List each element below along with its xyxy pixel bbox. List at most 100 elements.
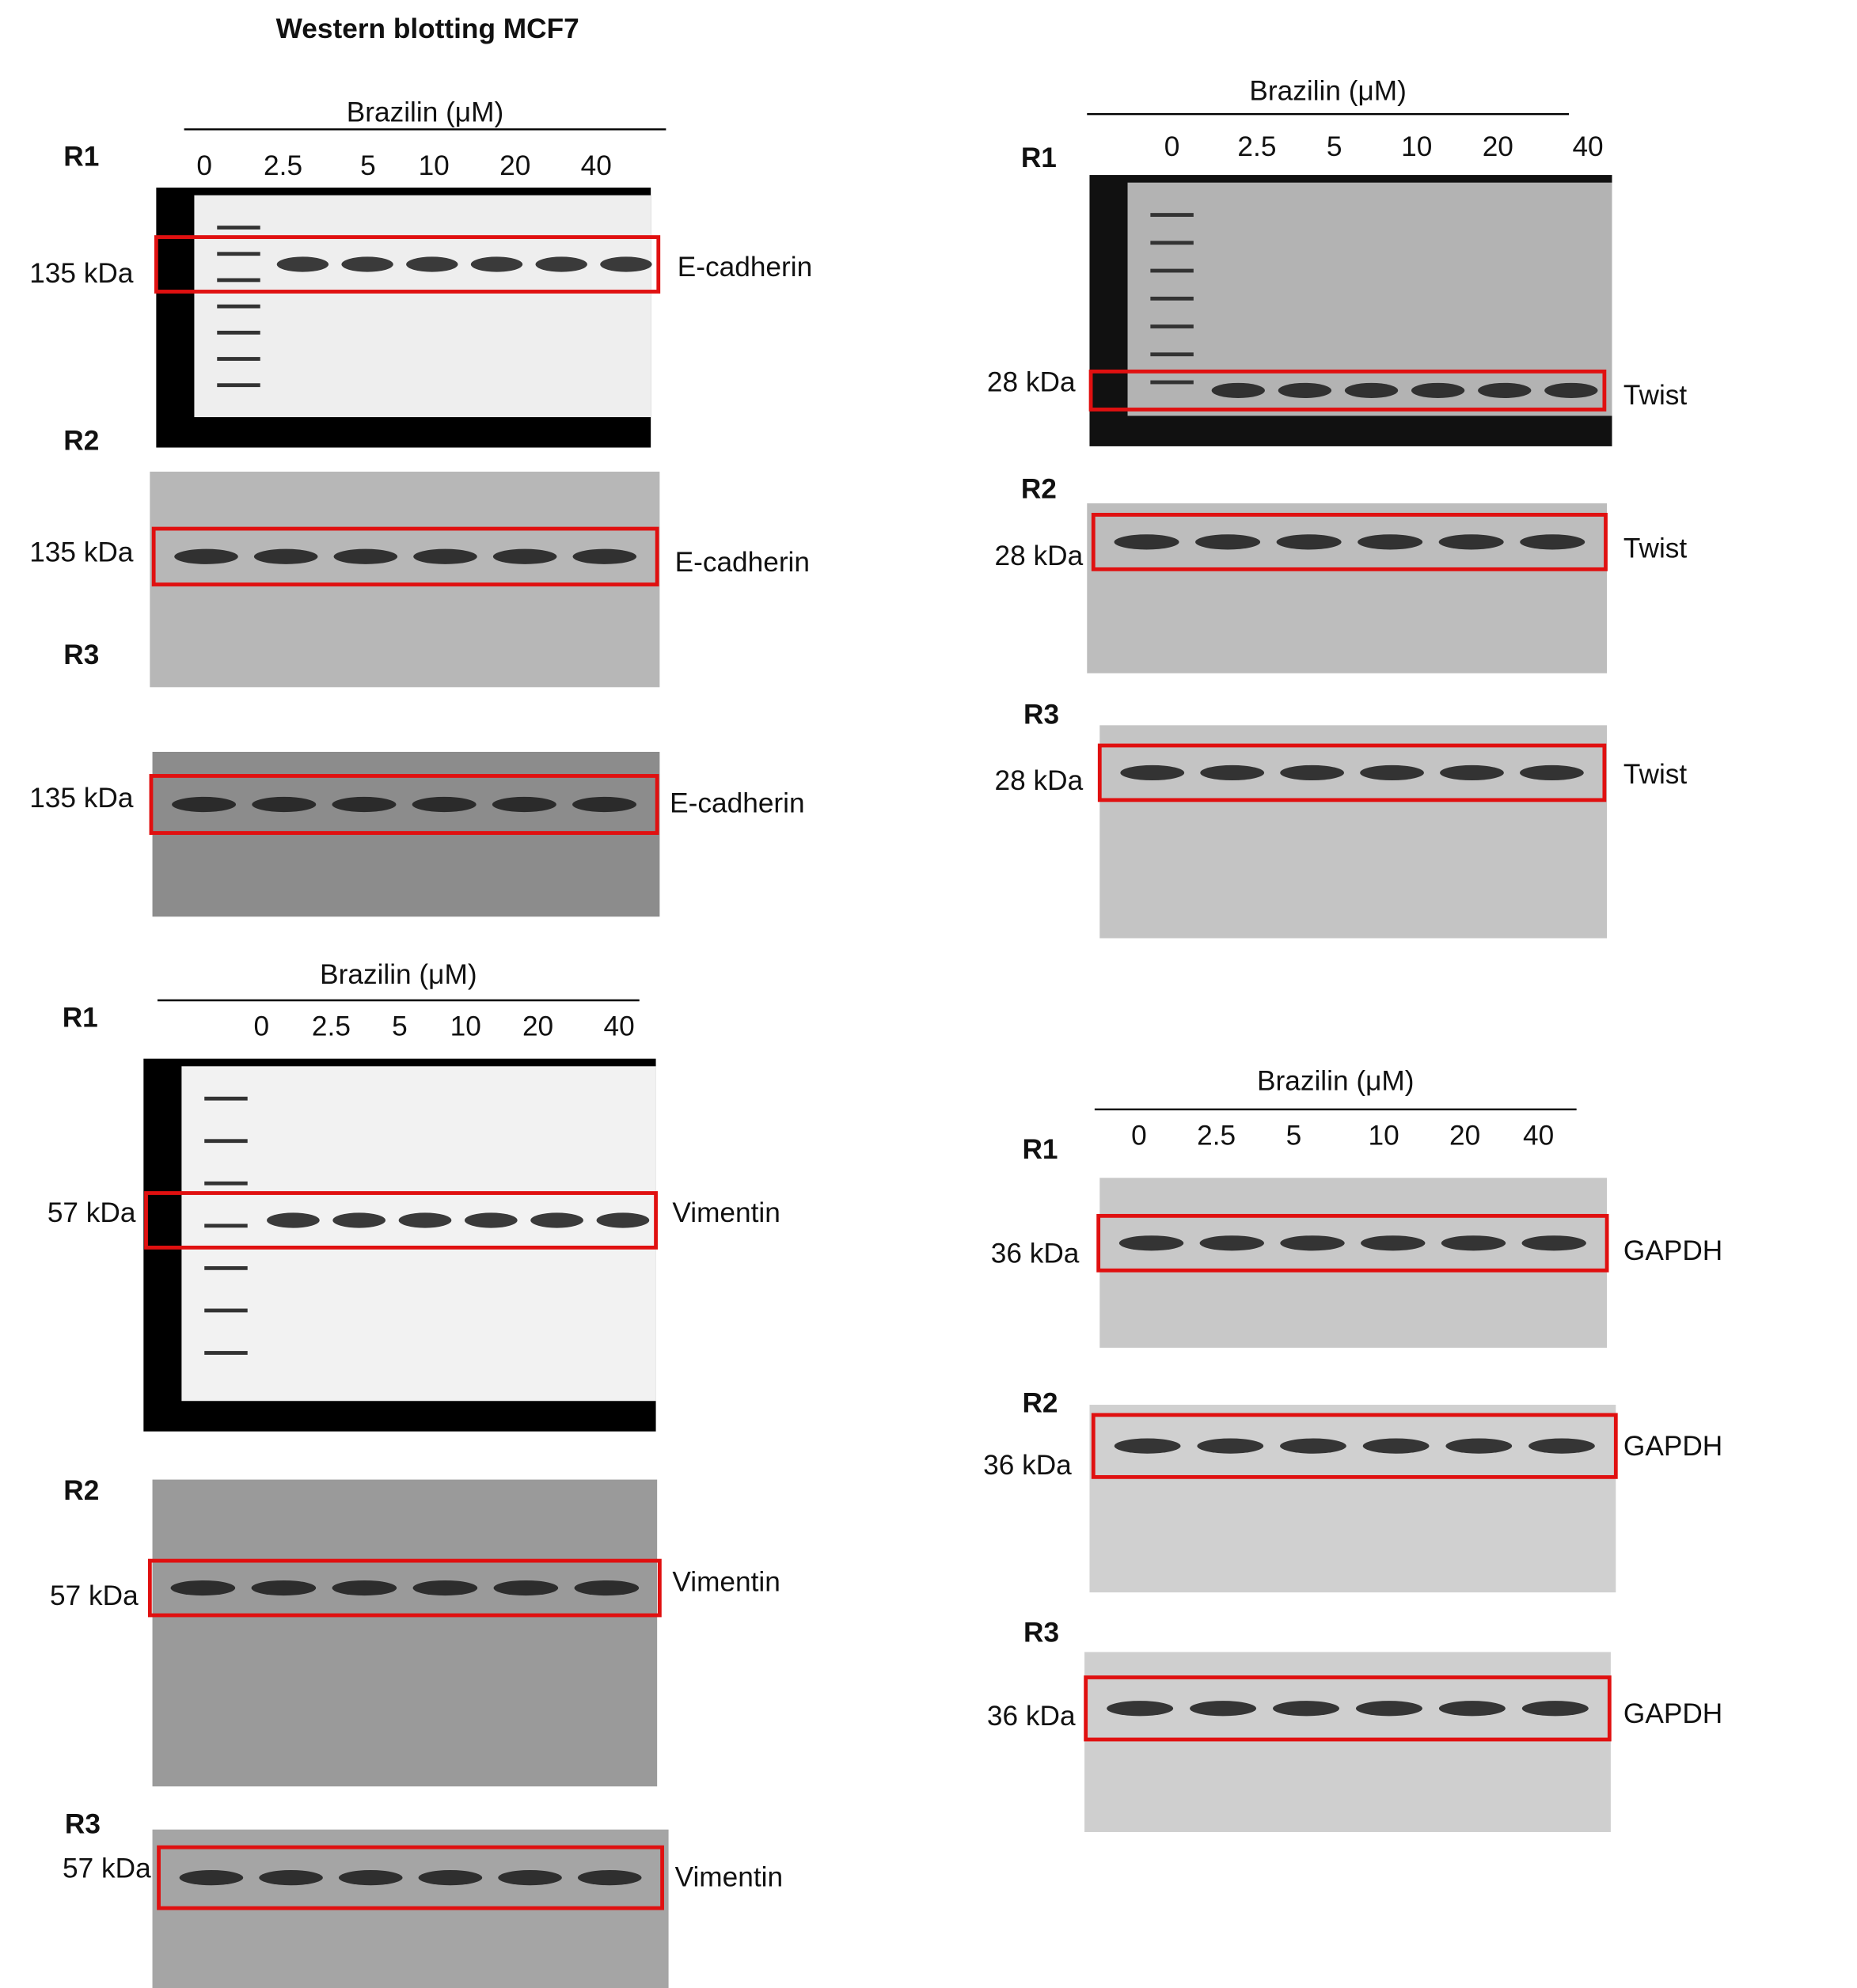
lane-label: 0 [254, 1011, 270, 1042]
ladder-band [1150, 268, 1194, 273]
protein-band [1280, 1438, 1346, 1454]
blot-membrane [1099, 725, 1608, 939]
protein-band [276, 256, 329, 272]
protein-band [1441, 1235, 1506, 1251]
lane-label: 2.5 [1237, 131, 1276, 162]
lane-label: 10 [450, 1011, 481, 1042]
replicate-label: R2 [1021, 473, 1057, 504]
ladder-band [1150, 380, 1194, 385]
blot-membrane [1127, 182, 1612, 416]
protein-band [259, 1870, 323, 1886]
ladder-band [217, 226, 260, 230]
replicate-label: R1 [1021, 142, 1057, 173]
ladder-band [204, 1308, 248, 1313]
protein-band [412, 1580, 478, 1596]
protein-band [398, 1212, 452, 1228]
ladder-band [217, 330, 260, 335]
protein-band [1355, 1701, 1422, 1717]
protein-band [413, 548, 477, 564]
replicate-label: R2 [1022, 1387, 1058, 1418]
protein-band [174, 548, 238, 564]
protein-band [333, 548, 398, 564]
protein-band [172, 796, 237, 813]
protein-label: Vimentin [675, 1862, 783, 1893]
roi-box [157, 1845, 664, 1910]
protein-band [493, 1580, 559, 1596]
protein-band [1362, 1438, 1430, 1454]
marker-label: 28 kDa [995, 765, 1084, 796]
protein-band [596, 1212, 650, 1228]
protein-band [1200, 764, 1265, 781]
marker-label: 28 kDa [987, 367, 1076, 398]
blot-membrane [1089, 1405, 1616, 1593]
replicate-label: R2 [63, 1475, 99, 1506]
marker-label: 135 kDa [29, 783, 134, 814]
protein-band [1358, 534, 1423, 550]
roi-box [1096, 1213, 1609, 1273]
protein-band [1114, 534, 1179, 550]
marker-label: 57 kDa [50, 1580, 139, 1611]
lane-label: 2.5 [264, 150, 302, 181]
protein-band [1120, 764, 1185, 781]
protein-band [1118, 1235, 1184, 1251]
roi-box [144, 1191, 658, 1250]
treatment-label: Brazilin (μM) [1249, 75, 1406, 106]
protein-band [498, 1870, 562, 1886]
protein-band [1114, 1438, 1181, 1454]
ladder-band [1150, 241, 1194, 245]
marker-label: 57 kDa [63, 1853, 151, 1884]
lane-label: 10 [419, 150, 450, 181]
marker-label: 135 kDa [29, 537, 134, 567]
protein-label: E-cadherin [670, 788, 804, 819]
protein-band [1529, 1438, 1595, 1454]
protein-band [577, 1870, 642, 1886]
replicate-label: R3 [63, 639, 99, 670]
ladder-band [204, 1096, 248, 1101]
protein-band [600, 256, 652, 272]
lane-label: 2.5 [312, 1011, 351, 1042]
protein-band [1361, 1235, 1426, 1251]
marker-label: 36 kDa [987, 1701, 1076, 1732]
lane-label: 20 [1483, 131, 1513, 162]
protein-band [179, 1870, 244, 1886]
protein-band [1445, 1438, 1513, 1454]
protein-band [1211, 382, 1265, 399]
protein-band [1411, 382, 1465, 399]
protein-band [1276, 534, 1342, 550]
protein-label: GAPDH [1623, 1235, 1722, 1266]
lane-label: 10 [1369, 1120, 1399, 1151]
roi-box [1088, 369, 1607, 412]
roi-box [151, 526, 659, 586]
lane-label: 2.5 [1197, 1120, 1236, 1151]
protein-band [1440, 764, 1504, 781]
protein-band [1478, 382, 1532, 399]
protein-band [1273, 1701, 1339, 1717]
protein-band [1280, 764, 1344, 781]
protein-band [406, 256, 458, 272]
lane-label: 0 [196, 150, 212, 181]
protein-band [1195, 534, 1261, 550]
figure-title: Western blotting MCF7 [276, 13, 579, 44]
protein-label: E-cadherin [675, 547, 810, 578]
protein-band [267, 1212, 320, 1228]
blot-membrane [181, 1066, 656, 1402]
ladder-band [1150, 213, 1194, 217]
ladder-band [204, 1351, 248, 1355]
lane-label: 40 [604, 1011, 635, 1042]
roi-box [149, 774, 659, 835]
treatment-label: Brazilin (μM) [320, 959, 477, 990]
lane-label: 5 [1327, 131, 1342, 162]
lane-label: 40 [581, 150, 612, 181]
ladder-band [1150, 324, 1194, 328]
protein-band [252, 796, 317, 813]
protein-label: Twist [1623, 759, 1687, 790]
protein-label: GAPDH [1623, 1698, 1722, 1729]
protein-label: Vimentin [672, 1566, 780, 1597]
protein-band [1438, 534, 1504, 550]
lane-label: 5 [360, 150, 376, 181]
protein-band [1199, 1235, 1264, 1251]
protein-label: Vimentin [672, 1197, 780, 1228]
ladder-band [204, 1181, 248, 1186]
protein-label: Twist [1623, 380, 1687, 411]
